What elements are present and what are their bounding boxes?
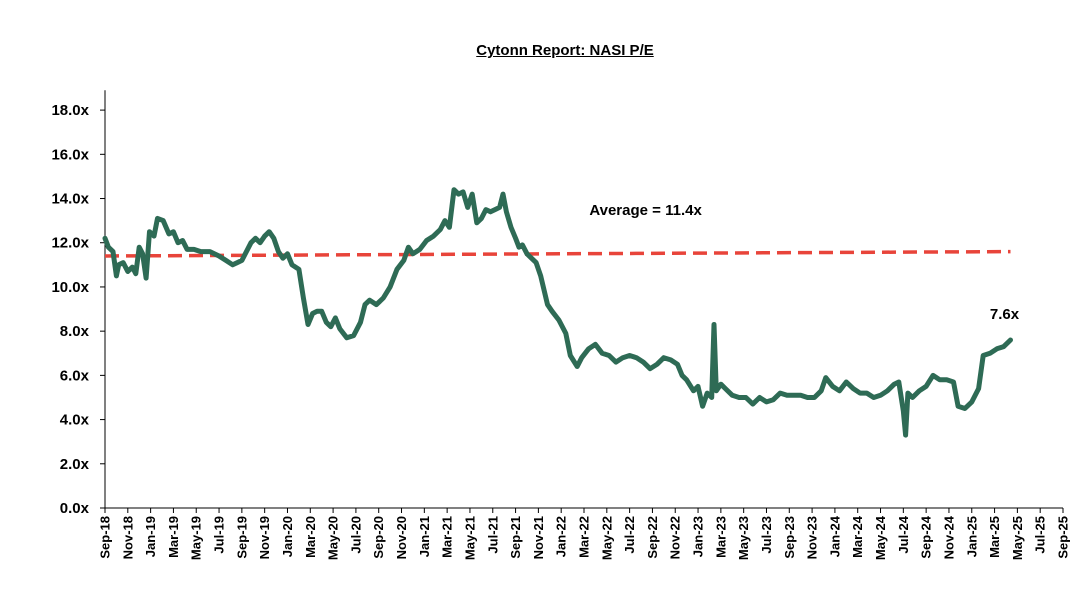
- x-tick-label: Jan-21: [417, 516, 432, 557]
- x-tick-label: Mar-19: [166, 516, 181, 558]
- x-tick-label: Sep-23: [782, 516, 797, 559]
- x-tick-label: May-24: [873, 515, 888, 560]
- y-tick-label: 4.0x: [60, 412, 90, 429]
- x-tick-label: Sep-20: [371, 516, 386, 559]
- x-tick-label: Nov-24: [941, 515, 956, 559]
- x-tick-label: Jul-22: [622, 516, 637, 554]
- x-tick-label: May-25: [1010, 516, 1025, 560]
- x-tick-label: May-20: [326, 516, 341, 560]
- y-tick-label: 18.0x: [51, 102, 89, 119]
- x-tick-label: May-23: [736, 516, 751, 560]
- x-tick-label: Jan-23: [691, 516, 706, 557]
- x-tick-label: Sep-19: [234, 516, 249, 559]
- x-tick-label: Mar-22: [577, 516, 592, 558]
- y-tick-label: 8.0x: [60, 323, 90, 340]
- y-tick-label: 2.0x: [60, 456, 90, 473]
- x-tick-label: Sep-24: [919, 515, 934, 558]
- y-tick-label: 12.0x: [51, 235, 89, 252]
- x-tick-label: May-19: [189, 516, 204, 560]
- x-tick-label: Nov-21: [531, 516, 546, 559]
- x-tick-label: Mar-21: [440, 516, 455, 558]
- x-tick-label: Mar-25: [987, 516, 1002, 558]
- x-tick-label: May-21: [462, 516, 477, 560]
- x-tick-label: Nov-19: [257, 516, 272, 559]
- x-tick-label: Nov-20: [394, 516, 409, 559]
- x-tick-label: Sep-22: [645, 516, 660, 559]
- x-tick-label: Jan-25: [964, 516, 979, 557]
- y-tick-group: 0.0x 2.0x 4.0x 6.0x 8.0x 10.0x 12.0x 14.0x 16.0x…: [51, 102, 105, 517]
- x-tick-label: Jul-24: [896, 515, 911, 553]
- average-annotation: Average = 11.4x: [589, 202, 702, 219]
- x-tick-label: Sep-25: [1056, 516, 1071, 559]
- x-tick-label: Nov-23: [805, 516, 820, 559]
- x-tick-label: Mar-20: [303, 516, 318, 558]
- x-tick-label: Mar-24: [850, 515, 865, 558]
- x-tick-label: Nov-18: [120, 516, 135, 559]
- chart-title: Cytonn Report: NASI P/E: [476, 42, 654, 59]
- y-tick-label: 6.0x: [60, 367, 90, 384]
- x-tick-label: Jul-21: [485, 516, 500, 554]
- x-tick-label: Sep-18: [98, 516, 113, 559]
- last-value-annotation: 7.6x: [990, 306, 1020, 323]
- x-tick-label: Jan-22: [554, 516, 569, 557]
- x-tick-label: Jan-19: [143, 516, 158, 557]
- y-tick-label: 0.0x: [60, 500, 90, 517]
- average-line: [104, 249, 1011, 258]
- x-tick-label: Jul-23: [759, 516, 774, 554]
- x-tick-label: Jan-24: [827, 515, 842, 557]
- x-tick-label: Mar-23: [713, 516, 728, 558]
- x-tick-label: Jul-20: [348, 516, 363, 554]
- x-tick-label: May-22: [599, 516, 614, 560]
- x-tick-label: Jul-19: [212, 516, 227, 554]
- x-tick-label: Nov-22: [668, 516, 683, 559]
- y-tick-label: 14.0x: [51, 191, 89, 208]
- x-tick-group: Sep-18 Nov-18 Jan-19 Mar-19 May-19 Jul-19 Sep-…: [98, 508, 1071, 560]
- x-tick-label: Jul-25: [1033, 516, 1048, 554]
- nasi-pe-series-line: [102, 187, 1013, 438]
- y-tick-label: 16.0x: [51, 146, 89, 163]
- x-tick-label: Sep-21: [508, 516, 523, 559]
- y-tick-label: 10.0x: [51, 279, 89, 296]
- x-tick-label: Jan-20: [280, 516, 295, 557]
